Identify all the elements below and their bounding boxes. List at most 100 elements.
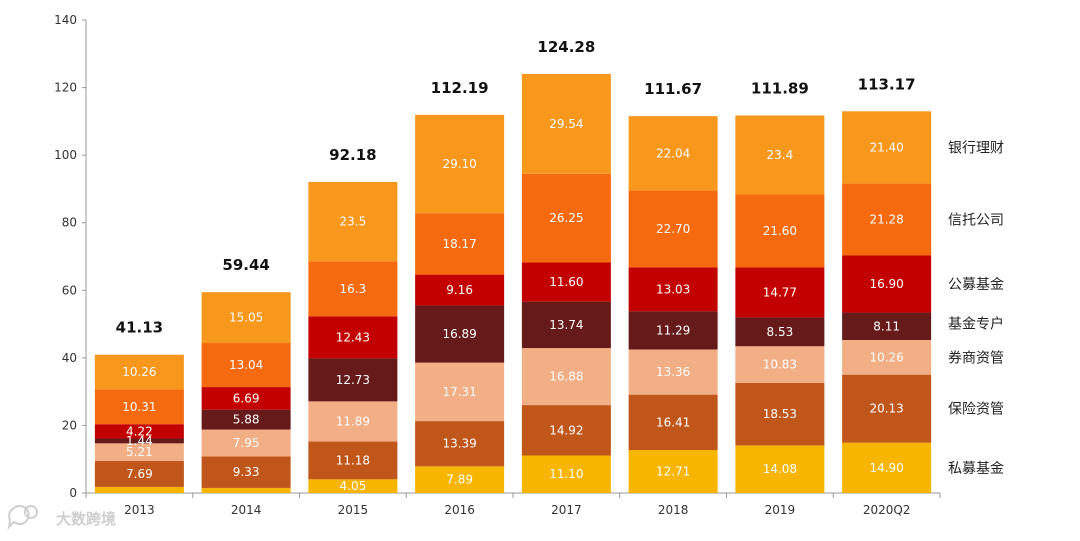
bar-segment <box>308 316 398 359</box>
data-label: 11.29 <box>656 323 690 337</box>
bar-segment <box>842 339 932 375</box>
data-label: 16.90 <box>869 277 903 291</box>
data-label: 14.90 <box>869 461 903 475</box>
data-label: 13.03 <box>656 282 690 296</box>
bar-segment <box>628 450 718 493</box>
bar-segment <box>201 387 291 410</box>
data-label: 5.88 <box>233 413 260 427</box>
bar-segment <box>842 312 932 340</box>
data-label: 10.31 <box>122 400 156 414</box>
data-label: 22.70 <box>656 222 690 236</box>
total-label: 124.28 <box>537 38 595 56</box>
bar-segment <box>94 438 184 444</box>
data-label: 11.10 <box>549 467 583 481</box>
bar-segment <box>415 421 505 467</box>
bar-segment <box>201 456 291 488</box>
data-label: 6.69 <box>233 391 260 405</box>
bar-segment <box>735 267 825 318</box>
data-label: 8.53 <box>767 325 794 339</box>
legend-entry: 公募基金 <box>948 276 1004 293</box>
bar-segment <box>521 173 611 263</box>
bar-segment <box>628 311 718 350</box>
data-label: 13.04 <box>229 358 263 372</box>
data-label: 9.16 <box>446 283 473 297</box>
y-tick-label: 60 <box>62 283 77 297</box>
x-tick-label: 2017 <box>551 503 582 517</box>
data-label: 21.40 <box>869 140 903 154</box>
data-label: 12.73 <box>336 373 370 387</box>
data-label: 11.60 <box>549 275 583 289</box>
data-label: 14.08 <box>763 462 797 476</box>
total-label: 92.18 <box>329 146 376 164</box>
data-label: 18.53 <box>763 407 797 421</box>
data-label: 1.44 <box>126 434 153 448</box>
bar-segment <box>521 73 611 174</box>
data-label: 20.13 <box>869 402 903 416</box>
x-tick-label: 2013 <box>124 503 155 517</box>
bar-segment <box>94 460 184 487</box>
data-label: 9.33 <box>233 465 260 479</box>
bar-segment <box>415 362 505 422</box>
data-label: 21.60 <box>763 224 797 238</box>
bar-segment <box>415 114 505 214</box>
data-label: 14.77 <box>763 285 797 299</box>
data-label: 16.41 <box>656 415 690 429</box>
bar-segment <box>735 194 825 268</box>
bar-segment <box>201 429 291 457</box>
y-tick-label: 20 <box>62 418 77 432</box>
bar-segment <box>415 466 505 493</box>
data-label: 29.10 <box>442 157 476 171</box>
bar-segment <box>842 111 932 184</box>
data-label: 7.89 <box>446 473 473 487</box>
data-label: 4.22 <box>126 424 153 438</box>
watermark: 大数跨境 <box>7 505 116 530</box>
data-label: 13.39 <box>442 437 476 451</box>
data-label: 14.92 <box>549 423 583 437</box>
total-label: 59.44 <box>222 256 269 274</box>
bar-segment <box>308 479 398 493</box>
x-tick-label: 2019 <box>765 503 796 517</box>
bar-segment <box>521 455 611 493</box>
data-label: 23.4 <box>767 148 794 162</box>
bar-segment <box>308 441 398 480</box>
watermark-text: 大数跨境 <box>56 510 116 528</box>
data-label: 15.05 <box>229 311 263 325</box>
bar-segment <box>735 445 825 493</box>
data-label: 23.5 <box>340 215 367 229</box>
data-label: 29.54 <box>549 117 583 131</box>
legend: 私募基金 保险资管 券商资管 基金专户 公募基金 信托公司 银行理财 <box>948 140 1004 476</box>
bar-segment <box>415 274 505 306</box>
y-tick-label: 0 <box>69 486 77 500</box>
bar-segment <box>201 343 291 388</box>
bar-segment <box>94 424 184 439</box>
bar-segment <box>308 401 398 442</box>
bar-segment <box>521 348 611 406</box>
bar-segment <box>415 213 505 275</box>
bar-segment <box>308 261 398 317</box>
data-label: 12.71 <box>656 465 690 479</box>
bar-segment <box>521 405 611 456</box>
bar-segment <box>415 305 505 363</box>
data-label: 18.17 <box>442 237 476 251</box>
bar-segment <box>201 487 291 493</box>
data-label: 17.31 <box>442 385 476 399</box>
total-labels: 41.13 59.44 92.18 112.19 124.28 111.67 111.89 1… <box>116 38 916 337</box>
bar-segment <box>308 181 398 262</box>
bar-segment <box>308 358 398 402</box>
bar-segment <box>94 486 184 493</box>
data-label: 13.74 <box>549 318 583 332</box>
axes: 0 20 40 60 80 100 120 140 2013 2014 2015 2016 2017 20… <box>54 13 941 517</box>
legend-entry: 信托公司 <box>948 213 1004 229</box>
legend-entry: 券商资管 <box>948 350 1004 366</box>
data-label: 21.28 <box>869 213 903 227</box>
data-label: 10.83 <box>763 358 797 372</box>
x-tick-label: 2020Q2 <box>863 503 911 517</box>
bar-segment <box>628 190 718 268</box>
legend-entry: 保险资管 <box>948 402 1004 418</box>
bar-segment <box>201 409 291 430</box>
data-label: 10.26 <box>122 365 156 379</box>
bar-segment <box>842 442 932 493</box>
bar-segment <box>628 267 718 312</box>
data-label: 12.43 <box>336 330 370 344</box>
